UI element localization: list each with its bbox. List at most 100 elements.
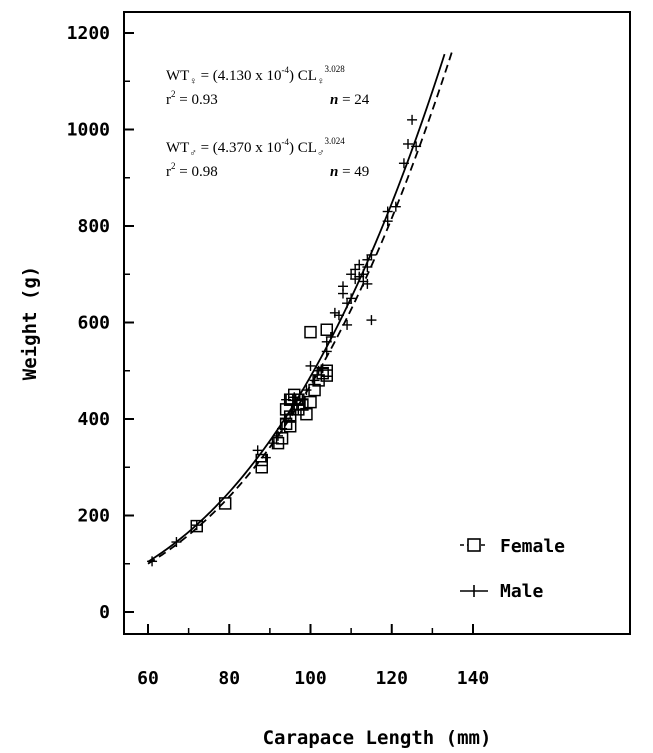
male-point: [313, 365, 324, 376]
male-point: [301, 385, 312, 396]
male-point: [411, 141, 422, 152]
male-point: [342, 319, 353, 330]
male-eq-end: ) CL: [289, 140, 317, 156]
male-r2-value: = 0.98: [176, 164, 218, 180]
x-tick-label: 100: [294, 668, 327, 689]
male-point: [382, 216, 393, 227]
female-point: [320, 323, 333, 336]
male-n-label: n: [330, 164, 338, 180]
male-eq-prefix: WT: [166, 140, 189, 156]
y-tick-label: 1000: [67, 120, 110, 141]
data-points: [147, 114, 422, 567]
male-point: [268, 438, 279, 449]
male-fit-curve: [147, 53, 446, 563]
female-r2-value: = 0.93: [176, 92, 218, 108]
female-eq-mid: = (4.130 x 10: [197, 68, 282, 84]
male-point: [342, 298, 353, 309]
male-point: [338, 281, 348, 292]
y-tick-label: 200: [77, 506, 110, 527]
male-point: [362, 262, 373, 273]
y-axis-title: Weight (g): [19, 266, 41, 380]
female-fit-curve: [147, 49, 454, 565]
male-r2-sup: 2: [171, 161, 176, 171]
y-tick-label: 600: [77, 313, 110, 334]
male-r2: r2 = 0.98: [166, 161, 218, 180]
female-eq-sub: ♀: [189, 76, 197, 87]
female-r2-r: r: [166, 92, 171, 108]
male-point: [329, 307, 340, 318]
male-point: [171, 537, 182, 548]
legend-male-label: Male: [500, 581, 544, 602]
male-point: [293, 404, 304, 415]
male-point: [390, 201, 401, 212]
female-point: [255, 453, 268, 467]
male-point: [325, 331, 336, 342]
y-tick-label: 400: [77, 409, 110, 430]
male-point: [398, 158, 409, 169]
male-n-value: = 49: [338, 164, 369, 180]
male-point: [403, 138, 413, 149]
male-point: [350, 264, 361, 275]
male-equation: WT♂ = (4.370 x 10-4) CL♂3.024: [166, 136, 345, 159]
female-eq-prefix: WT: [166, 68, 189, 84]
female-n-value: = 24: [338, 92, 369, 108]
male-point: [350, 274, 361, 285]
male-n: n = 49: [330, 164, 369, 180]
male-eq-exp: -4: [282, 137, 290, 147]
male-eq-sub: ♂: [189, 148, 197, 159]
male-point: [354, 271, 365, 282]
male-point: [354, 259, 365, 270]
male-point: [358, 269, 369, 280]
legend-female-label: Female: [500, 536, 565, 557]
fit-curves: [147, 49, 454, 565]
male-point: [277, 423, 288, 434]
male-point: [407, 114, 418, 125]
legend-male-marker: [460, 585, 488, 597]
male-point: [147, 556, 158, 567]
male-point: [366, 315, 377, 326]
x-tick-label: 140: [457, 668, 490, 689]
male-point: [297, 394, 308, 405]
x-axis-title: Carapace Length (mm): [263, 727, 492, 749]
female-point: [304, 395, 317, 409]
male-r2-r: r: [166, 164, 171, 180]
female-r2-sup: 2: [171, 89, 176, 99]
legend: Female Male: [460, 536, 565, 602]
male-point: [346, 293, 357, 304]
male-point: [321, 346, 332, 357]
male-point: [309, 375, 320, 386]
female-equation: WT♀ = (4.130 x 10-4) CL♀3.028: [166, 64, 345, 87]
male-eq-mid: = (4.370 x 10: [197, 140, 282, 156]
x-tick-label: 60: [137, 668, 159, 689]
male-point: [346, 269, 357, 280]
female-eq-exp2: 3.028: [324, 64, 345, 74]
male-point: [321, 336, 332, 347]
legend-female-marker: [460, 538, 488, 552]
male-eq-sub2: ♂: [317, 148, 325, 159]
female-point: [218, 497, 232, 510]
male-point: [289, 392, 300, 403]
male-point: [362, 278, 373, 289]
male-point: [281, 414, 292, 424]
male-point: [285, 409, 296, 420]
female-point: [304, 325, 317, 339]
female-point: [283, 419, 297, 433]
female-point: [255, 461, 268, 474]
female-point: [320, 369, 333, 382]
male-point: [317, 363, 328, 374]
male-eq-exp2: 3.024: [324, 136, 345, 146]
male-point: [305, 360, 316, 371]
female-r2: r2 = 0.93: [166, 89, 218, 108]
male-point: [260, 452, 271, 463]
male-point: [191, 520, 202, 531]
female-eq-end: ) CL: [289, 68, 317, 84]
female-point: [300, 407, 313, 421]
y-tick-label: 1200: [67, 23, 110, 44]
y-tick-label: 800: [77, 216, 110, 237]
female-eq-exp: -4: [282, 65, 290, 75]
male-point: [333, 310, 344, 321]
y-tick-label: 0: [99, 602, 110, 623]
male-point: [281, 394, 292, 405]
x-tick-label: 80: [218, 668, 240, 689]
